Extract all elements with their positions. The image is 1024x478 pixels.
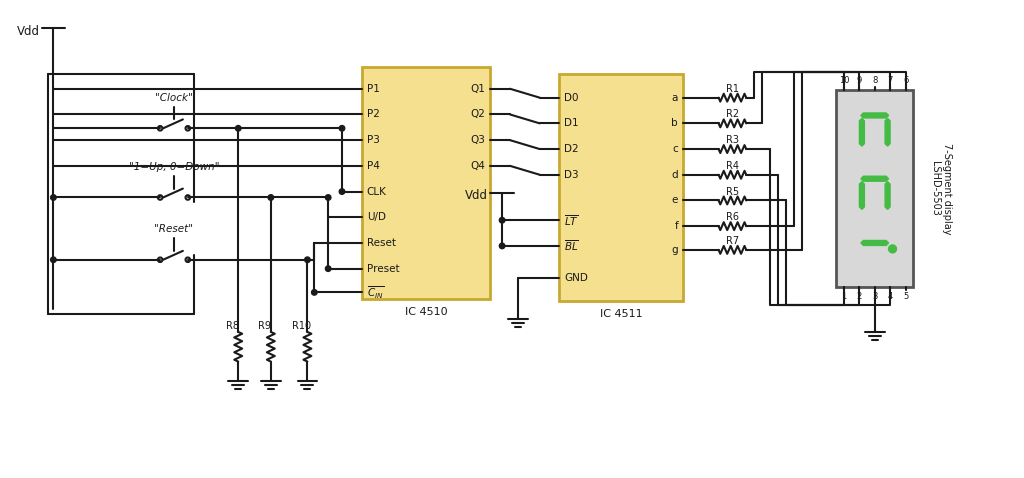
Text: R8: R8 [225,321,239,331]
Text: 10: 10 [839,76,849,85]
Text: D2: D2 [564,144,579,154]
Text: "Reset": "Reset" [155,224,194,234]
Circle shape [268,195,273,200]
Text: 7: 7 [888,76,893,85]
Circle shape [311,290,317,295]
Text: R3: R3 [726,135,739,145]
Text: R7: R7 [726,236,739,246]
Text: IC 4511: IC 4511 [600,309,642,319]
Text: R4: R4 [726,161,739,171]
Text: IC 4510: IC 4510 [404,307,447,317]
Polygon shape [861,240,889,245]
Text: $\overline{C_{IN}}$: $\overline{C_{IN}}$ [367,284,384,301]
Circle shape [339,126,345,131]
Text: CLK: CLK [367,186,387,196]
Text: P2: P2 [367,109,380,120]
Text: 1: 1 [842,293,847,301]
Circle shape [326,195,331,200]
FancyBboxPatch shape [361,67,490,299]
Text: b: b [672,119,678,129]
Text: c: c [673,144,678,154]
Text: 3: 3 [872,293,878,301]
Text: Reset: Reset [367,238,395,248]
Text: P3: P3 [367,135,380,145]
Text: P1: P1 [367,84,380,94]
Text: U/D: U/D [367,212,386,222]
Circle shape [500,217,505,223]
Text: e: e [672,196,678,206]
Text: P4: P4 [367,161,380,171]
Text: f: f [674,221,678,231]
Circle shape [50,195,56,200]
Text: Q3: Q3 [470,135,485,145]
Circle shape [304,257,310,262]
Text: Preset: Preset [367,264,399,273]
Text: R6: R6 [726,212,739,222]
FancyBboxPatch shape [837,90,913,287]
Text: a: a [672,93,678,103]
Text: D3: D3 [564,170,579,180]
Text: R9: R9 [258,321,271,331]
Circle shape [339,189,345,195]
Text: R10: R10 [292,321,311,331]
Polygon shape [885,182,890,209]
Text: R1: R1 [726,84,739,94]
FancyBboxPatch shape [559,74,683,301]
Circle shape [889,245,896,253]
Text: 2: 2 [857,293,862,301]
Text: $\overline{BL}$: $\overline{BL}$ [564,239,580,253]
Text: $\overline{LT}$: $\overline{LT}$ [564,213,580,228]
Polygon shape [861,176,889,181]
Text: 6: 6 [903,76,908,85]
Circle shape [500,243,505,249]
Polygon shape [885,119,890,146]
Text: R2: R2 [726,109,739,120]
Text: Q2: Q2 [470,109,485,120]
Text: Vdd: Vdd [16,25,40,38]
Text: d: d [672,170,678,180]
Circle shape [236,126,241,131]
Text: D1: D1 [564,119,579,129]
Text: "Clock": "Clock" [155,93,193,103]
Circle shape [326,266,331,272]
Text: R5: R5 [726,186,739,196]
Text: D0: D0 [564,93,579,103]
Text: g: g [672,245,678,255]
Text: "1=Up, 0=Down": "1=Up, 0=Down" [129,162,219,172]
Text: Q4: Q4 [470,161,485,171]
Polygon shape [861,113,889,118]
Polygon shape [859,182,864,209]
Text: GND: GND [564,272,588,282]
Text: 4: 4 [888,293,893,301]
Text: Vdd: Vdd [465,189,488,202]
Text: 5: 5 [903,293,908,301]
Circle shape [50,257,56,262]
Text: 7-Segment display
LSHD-5503: 7-Segment display LSHD-5503 [930,143,951,234]
Text: 9: 9 [857,76,862,85]
Text: 8: 8 [872,76,878,85]
Text: Q1: Q1 [470,84,485,94]
Polygon shape [859,119,864,146]
